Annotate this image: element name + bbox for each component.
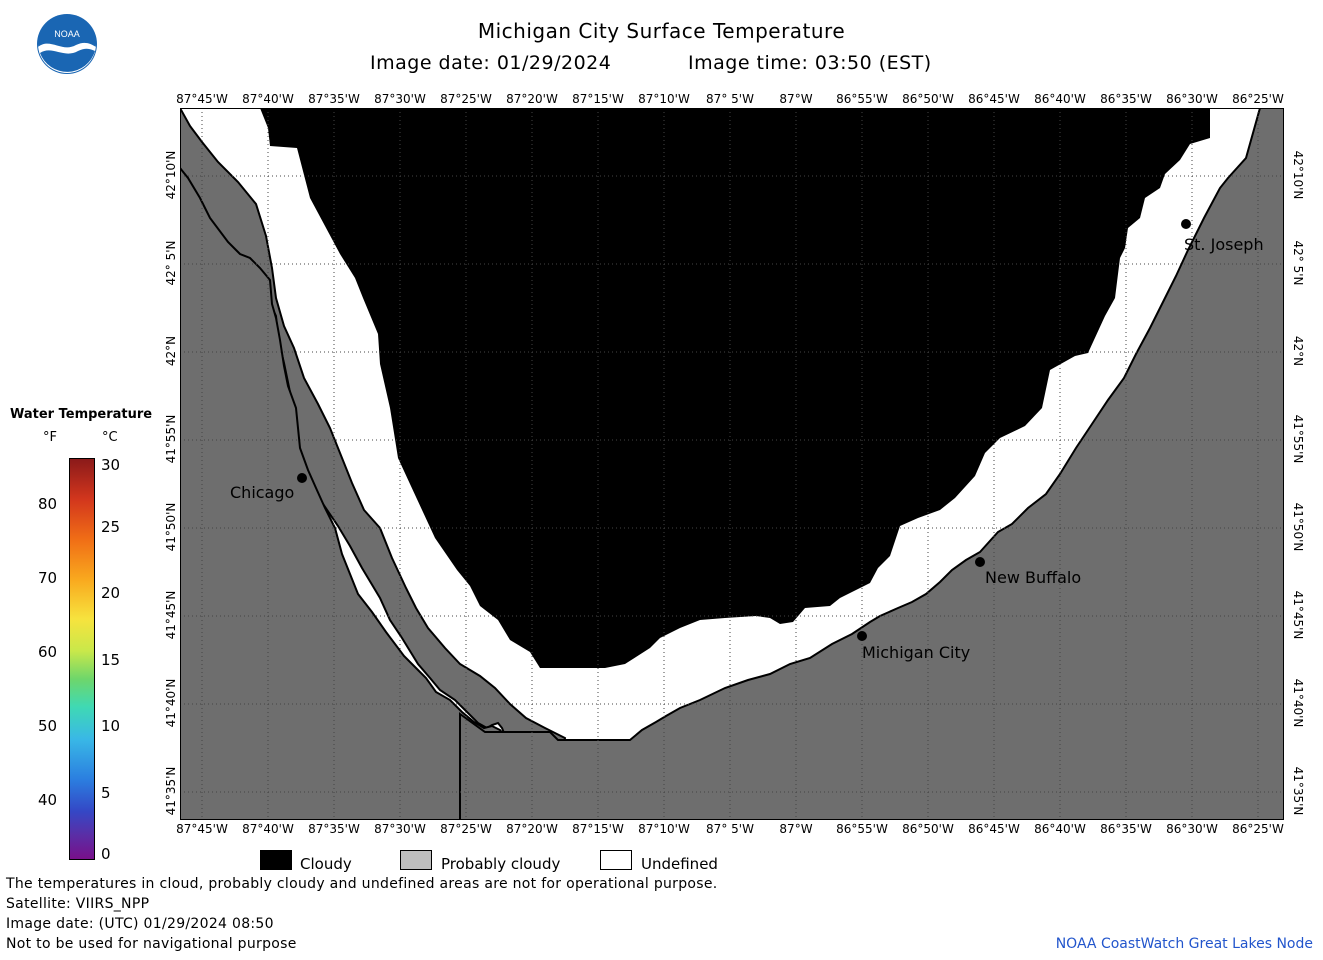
lon-label-top: 87°30'W <box>374 92 426 106</box>
scale-tick-c: 0 <box>101 845 111 863</box>
page-title: Michigan City Surface Temperature <box>477 19 846 43</box>
lat-label-right: 41°40'N <box>1291 678 1305 728</box>
lon-label-top: 87° 5'W <box>706 92 754 106</box>
legend-undefined-swatch <box>600 850 632 870</box>
lon-label-bottom: 87°40'W <box>242 822 294 836</box>
lat-label-right: 41°50'N <box>1291 502 1305 552</box>
lon-label-bottom: 87°45'W <box>176 822 228 836</box>
lon-label-bottom: 87°25'W <box>440 822 492 836</box>
lon-label-top: 87°10'W <box>638 92 690 106</box>
legend-cloudy-swatch <box>260 850 292 870</box>
lon-label-top: 87°W <box>779 92 813 106</box>
lon-label-bottom: 86°25'W <box>1232 822 1284 836</box>
lon-label-top: 86°45'W <box>968 92 1020 106</box>
lat-label-right: 42°N <box>1291 335 1305 367</box>
scale-tick-f: 40 <box>38 791 58 809</box>
lon-label-bottom: 87°35'W <box>308 822 360 836</box>
lat-label-left: 42°N <box>164 335 178 367</box>
temperature-colorbar <box>69 458 95 860</box>
lon-label-top: 86°25'W <box>1232 92 1284 106</box>
scale-tick-c: 20 <box>101 584 121 602</box>
scale-tick-c: 25 <box>101 518 121 536</box>
lon-label-bottom: 86°45'W <box>968 822 1020 836</box>
lat-label-left: 41°55'N <box>164 414 178 464</box>
lon-label-bottom: 86°35'W <box>1100 822 1152 836</box>
legend-undefined-label: Undefined <box>641 855 718 873</box>
map-panel <box>180 108 1284 820</box>
scale-tick-c: 30 <box>101 456 121 474</box>
noaa-logo: NOAA <box>37 14 97 74</box>
scale-unit-f: °F <box>43 430 57 445</box>
lon-label-bottom: 86°55'W <box>836 822 888 836</box>
lon-label-top: 87°20'W <box>506 92 558 106</box>
scale-tick-c: 5 <box>101 784 111 802</box>
lon-label-top: 87°15'W <box>572 92 624 106</box>
scale-tick-c: 15 <box>101 651 121 669</box>
scale-tick-c: 10 <box>101 717 121 735</box>
land-south <box>459 108 1284 820</box>
new-buffalo-marker <box>975 557 985 567</box>
grid-lines <box>180 108 1284 820</box>
logo-text: NOAA <box>54 29 80 39</box>
lat-label-left: 41°35'N <box>164 766 178 816</box>
lon-label-bottom: 87° 5'W <box>706 822 754 836</box>
lon-label-top: 86°55'W <box>836 92 888 106</box>
michigan-city-marker <box>857 631 867 641</box>
lon-label-top: 87°40'W <box>242 92 294 106</box>
scale-tick-f: 70 <box>38 569 58 587</box>
scale-title: Water Temperature <box>10 407 153 422</box>
lat-label-left: 42°10'N <box>164 150 178 200</box>
lon-label-bottom: 86°40'W <box>1034 822 1086 836</box>
city-label-michigan-city: Michigan City <box>862 643 971 662</box>
lat-label-right: 41°55'N <box>1291 414 1305 464</box>
image-time: Image time: 03:50 (EST) <box>688 52 932 74</box>
lat-label-right: 42° 5'N <box>1291 240 1305 286</box>
cloudy-area <box>260 108 1210 668</box>
lon-label-bottom: 87°30'W <box>374 822 426 836</box>
lon-label-bottom: 86°30'W <box>1166 822 1218 836</box>
lon-label-top: 86°50'W <box>902 92 954 106</box>
lat-label-right: 41°35'N <box>1291 766 1305 816</box>
st-joseph-marker <box>1181 219 1191 229</box>
footer-credit: NOAA CoastWatch Great Lakes Node <box>1055 936 1313 952</box>
lon-label-top: 86°30'W <box>1166 92 1218 106</box>
legend-probably-cloudy-swatch <box>400 850 432 870</box>
lon-label-bottom: 87°10'W <box>638 822 690 836</box>
lon-label-bottom: 87°W <box>779 822 813 836</box>
footer-utc-date: Image date: (UTC) 01/29/2024 08:50 <box>6 916 274 932</box>
lon-label-top: 87°35'W <box>308 92 360 106</box>
city-label-st-joseph: St. Joseph <box>1184 235 1264 254</box>
scale-tick-f: 60 <box>38 643 58 661</box>
city-label-chicago: Chicago <box>230 483 295 502</box>
footer-satellite: Satellite: VIIRS_NPP <box>6 896 150 912</box>
scale-tick-f: 80 <box>38 495 58 513</box>
footer-note: The temperatures in cloud, probably clou… <box>6 876 718 892</box>
lon-label-top: 86°40'W <box>1034 92 1086 106</box>
lon-label-top: 86°35'W <box>1100 92 1152 106</box>
legend-probably-cloudy-label: Probably cloudy <box>441 855 561 873</box>
footer-disclaimer: Not to be used for navigational purpose <box>6 936 297 952</box>
lat-label-left: 41°45'N <box>164 590 178 640</box>
chicago-marker <box>297 473 307 483</box>
lat-label-right: 42°10'N <box>1291 150 1305 200</box>
lon-label-bottom: 86°50'W <box>902 822 954 836</box>
lat-label-right: 41°45'N <box>1291 590 1305 640</box>
lon-label-bottom: 87°20'W <box>506 822 558 836</box>
lat-label-left: 41°40'N <box>164 678 178 728</box>
lat-label-left: 42° 5'N <box>164 240 178 286</box>
lat-label-left: 41°50'N <box>164 502 178 552</box>
scale-tick-f: 50 <box>38 717 58 735</box>
scale-unit-c: °C <box>102 430 118 445</box>
image-date: Image date: 01/29/2024 <box>370 52 612 74</box>
legend-cloudy-label: Cloudy <box>300 855 352 873</box>
lon-label-top: 87°45'W <box>176 92 228 106</box>
city-label-new-buffalo: New Buffalo <box>985 568 1082 587</box>
lon-label-bottom: 87°15'W <box>572 822 624 836</box>
lon-label-top: 87°25'W <box>440 92 492 106</box>
